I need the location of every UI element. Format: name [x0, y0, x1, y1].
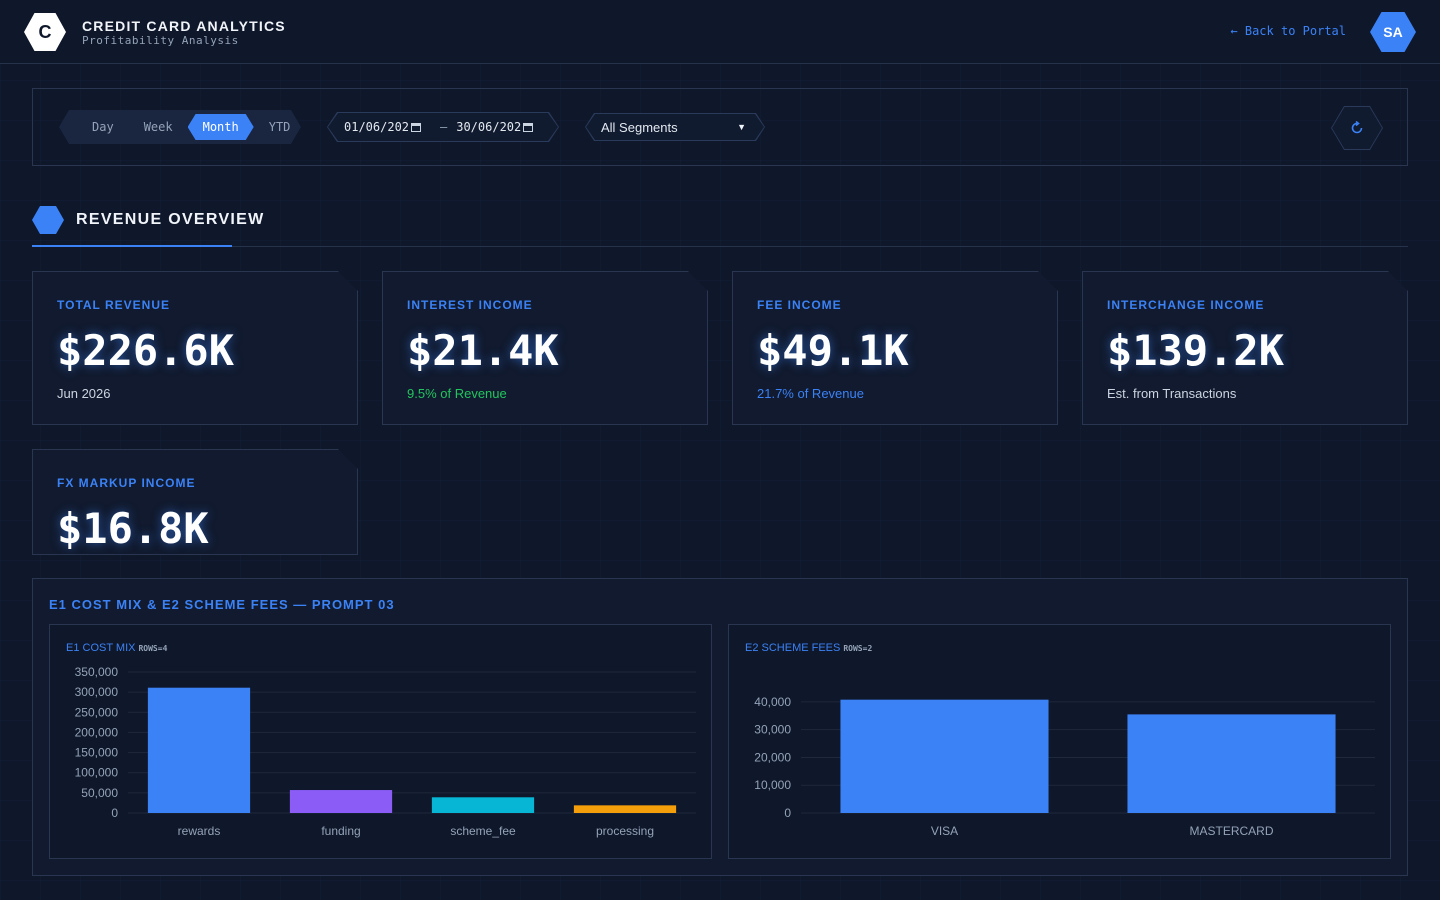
- y-tick-label: 250,000: [75, 705, 119, 719]
- cost-mix-panel: E1 COST MIX & E2 SCHEME FEES — PROMPT 03…: [32, 578, 1408, 876]
- kpi-value: $49.1K: [757, 326, 909, 375]
- kpi-subtext: 21.7% of Revenue: [757, 386, 864, 401]
- chart-rows-count: ROWS=4: [138, 644, 168, 653]
- app-subtitle: Profitability Analysis: [82, 34, 239, 47]
- kpi-card-interest-income: INTEREST INCOME $21.4K 9.5% of Revenue: [382, 271, 708, 425]
- chart-title: E1 COST MIX ROWS=4: [66, 642, 167, 654]
- x-tick-label: scheme_fee: [450, 824, 516, 838]
- kpi-card-fx-markup-income: FX MARKUP INCOME $16.8K: [32, 449, 358, 555]
- x-tick-label: funding: [321, 824, 360, 838]
- y-tick-label: 20,000: [754, 750, 791, 764]
- kpi-label: TOTAL REVENUE: [57, 298, 171, 312]
- refresh-icon: [1351, 121, 1363, 134]
- caret-down-icon: ▼: [737, 122, 746, 132]
- filter-bar: Day Week Month YTD 01/06/202 – 30/06/202…: [32, 88, 1408, 166]
- chart-title: E2 SCHEME FEES ROWS=2: [745, 642, 872, 654]
- x-tick-label: processing: [596, 824, 654, 838]
- kpi-card-fee-income: FEE INCOME $49.1K 21.7% of Revenue: [732, 271, 1058, 425]
- logo-letter: C: [38, 21, 52, 42]
- kpi-subtext: 9.5% of Revenue: [407, 386, 507, 401]
- y-tick-label: 350,000: [75, 665, 119, 679]
- app-title: CREDIT CARD ANALYTICS: [82, 18, 286, 34]
- bar-mastercard[interactable]: [1127, 714, 1336, 813]
- date-from-value: 01/06/202: [344, 120, 410, 134]
- y-tick-label: 100,000: [75, 766, 119, 780]
- period-day-button[interactable]: Day: [92, 120, 114, 134]
- calendar-icon[interactable]: [411, 123, 421, 132]
- bar-processing[interactable]: [573, 805, 677, 813]
- kpi-value: $16.8K: [57, 504, 209, 553]
- chart-title-text: E2 SCHEME FEES: [745, 642, 841, 654]
- period-ytd-button[interactable]: YTD: [268, 120, 291, 134]
- bar-funding[interactable]: [289, 790, 393, 813]
- kpi-subtext: Jun 2026: [57, 386, 111, 401]
- kpi-value: $139.2K: [1107, 326, 1285, 375]
- section-divider-accent: [32, 245, 232, 247]
- chart-rows-count: ROWS=2: [843, 644, 873, 653]
- y-tick-label: 10,000: [754, 778, 791, 792]
- refresh-button[interactable]: [1331, 106, 1383, 150]
- x-tick-label: VISA: [931, 824, 958, 838]
- period-selector: Day Week Month YTD: [59, 110, 301, 144]
- top-bar: C CREDIT CARD ANALYTICS Profitability An…: [0, 0, 1440, 64]
- y-tick-label: 30,000: [754, 723, 791, 737]
- section-title: REVENUE OVERVIEW: [76, 211, 265, 228]
- section-divider: [32, 246, 1408, 247]
- date-separator: –: [440, 120, 448, 134]
- user-avatar[interactable]: SA: [1370, 12, 1416, 52]
- panel-title: E1 COST MIX & E2 SCHEME FEES — PROMPT 03: [49, 597, 395, 612]
- app-logo: C: [24, 13, 66, 51]
- y-tick-label: 200,000: [75, 725, 119, 739]
- kpi-label: FX MARKUP INCOME: [57, 476, 196, 490]
- kpi-label: INTERCHANGE INCOME: [1107, 298, 1265, 312]
- segment-select[interactable]: All Segments ▼: [585, 113, 765, 141]
- y-tick-label: 50,000: [81, 786, 118, 800]
- section-hex-icon: [32, 206, 64, 234]
- y-tick-label: 40,000: [754, 695, 791, 709]
- back-to-portal-link[interactable]: ← Back to Portal: [1230, 24, 1346, 38]
- calendar-icon[interactable]: [523, 123, 533, 132]
- bar-scheme-fee[interactable]: [431, 797, 535, 813]
- x-tick-label: rewards: [178, 824, 221, 838]
- y-tick-label: 0: [111, 806, 118, 820]
- date-to-input[interactable]: 30/06/202: [456, 120, 542, 134]
- e2-scheme-fees-svg: 40,000 30,000 20,000 10,000 0 VISA MASTERCARD: [754, 695, 1375, 838]
- kpi-card-interchange-income: INTERCHANGE INCOME $139.2K Est. from Tra…: [1082, 271, 1408, 425]
- kpi-label: FEE INCOME: [757, 298, 842, 312]
- date-range-picker: 01/06/202 – 30/06/202: [327, 112, 559, 142]
- x-tick-label: MASTERCARD: [1189, 824, 1273, 838]
- chart-title-text: E1 COST MIX: [66, 642, 136, 654]
- y-tick-label: 0: [784, 806, 791, 820]
- kpi-label: INTEREST INCOME: [407, 298, 533, 312]
- e1-cost-mix-chart: E1 COST MIX ROWS=4 350,000 300,000 250,000 2…: [49, 624, 712, 859]
- e1-cost-mix-svg: 350,000 300,000 250,000 200,000 150,000 100,0…: [75, 665, 696, 838]
- date-from-input[interactable]: 01/06/202: [344, 120, 430, 134]
- e2-scheme-fees-chart: E2 SCHEME FEES ROWS=2 40,000 30,000 20,000 1…: [728, 624, 1391, 859]
- bar-rewards[interactable]: [147, 687, 251, 813]
- kpi-value: $21.4K: [407, 326, 559, 375]
- kpi-card-total-revenue: TOTAL REVENUE $226.6K Jun 2026: [32, 271, 358, 425]
- bar-visa[interactable]: [840, 699, 1049, 813]
- kpi-subtext: Est. from Transactions: [1107, 386, 1237, 401]
- y-tick-label: 300,000: [75, 685, 119, 699]
- y-tick-label: 150,000: [75, 746, 119, 760]
- kpi-value: $226.6K: [57, 326, 235, 375]
- segment-select-value: All Segments: [601, 119, 678, 135]
- date-to-value: 30/06/202: [456, 120, 522, 134]
- period-month-button[interactable]: Month: [188, 114, 254, 140]
- period-week-button[interactable]: Week: [143, 120, 173, 134]
